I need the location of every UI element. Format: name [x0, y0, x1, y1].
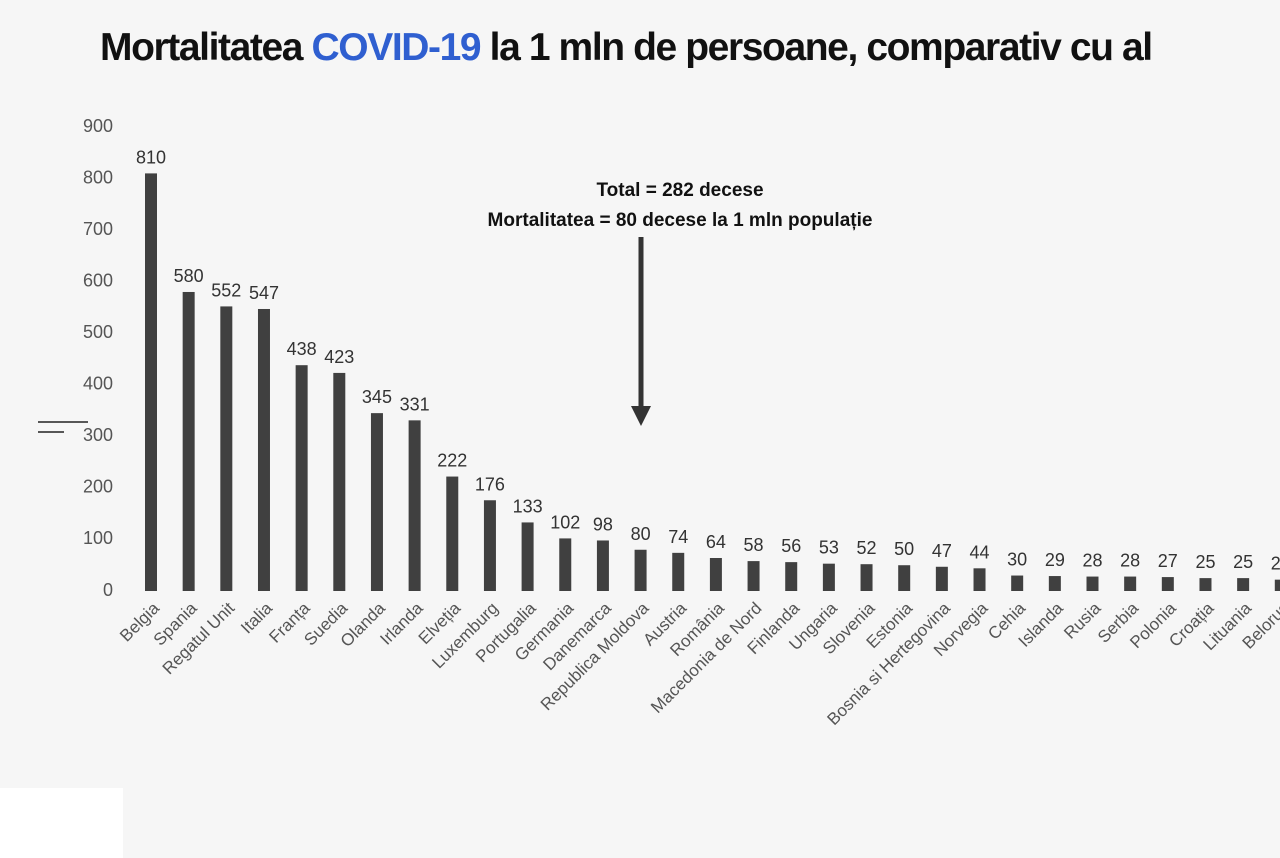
- value-label: 53: [819, 538, 839, 558]
- bar: [1237, 578, 1250, 591]
- value-label: 47: [932, 541, 952, 561]
- bar: [898, 565, 911, 591]
- bar: [747, 561, 760, 591]
- title-part: la 1 mln de persoane, comparativ cu al: [489, 26, 1153, 69]
- value-label: 102: [550, 512, 580, 532]
- value-label: 50: [894, 539, 914, 559]
- y-tick-label: 200: [83, 477, 113, 497]
- bar: [1161, 577, 1174, 591]
- bar: [596, 540, 609, 591]
- bar: [785, 562, 798, 591]
- value-label: 345: [362, 387, 392, 407]
- value-label: 423: [324, 347, 354, 367]
- y-tick-label: 900: [83, 116, 113, 136]
- bar: [483, 500, 496, 591]
- arrow-head: [631, 406, 651, 426]
- value-label: 222: [437, 451, 467, 471]
- bar: [333, 372, 346, 591]
- bar: [446, 476, 459, 591]
- bar: [145, 173, 157, 591]
- bar: [822, 563, 835, 591]
- value-label: 74: [668, 527, 688, 547]
- value-label: 547: [249, 283, 279, 303]
- y-tick-label: 0: [103, 580, 113, 600]
- y-tick-label: 300: [83, 425, 113, 445]
- value-label: 80: [631, 524, 651, 544]
- value-label: 44: [970, 542, 990, 562]
- value-label: 133: [513, 496, 543, 516]
- bar: [257, 308, 270, 591]
- bar: [559, 538, 572, 591]
- bar: [672, 552, 685, 591]
- value-label: 58: [744, 535, 764, 555]
- bar: [1199, 578, 1212, 591]
- value-label: 25: [1233, 552, 1253, 572]
- title-highlight: COVID-19: [311, 26, 482, 69]
- value-label: 27: [1158, 551, 1178, 571]
- y-tick-label: 600: [83, 270, 113, 290]
- bar: [860, 564, 873, 591]
- blank-patch: [0, 788, 123, 858]
- value-label: 28: [1120, 551, 1140, 571]
- value-label: 552: [211, 280, 241, 300]
- value-label: 176: [475, 474, 505, 494]
- y-tick-label: 400: [83, 374, 113, 394]
- bar: [634, 549, 647, 591]
- bar: [935, 566, 948, 591]
- bar: [521, 522, 534, 591]
- bar: [709, 558, 722, 591]
- bar: [1086, 576, 1099, 591]
- value-label: 56: [781, 536, 801, 556]
- value-label: 331: [400, 394, 430, 414]
- value-label: 28: [1082, 551, 1102, 571]
- y-tick-label: 100: [83, 528, 113, 548]
- y-tick-label: 800: [83, 167, 113, 187]
- bar: [1124, 576, 1137, 591]
- bar: [408, 420, 421, 591]
- value-label: 438: [287, 339, 317, 359]
- value-label: 98: [593, 514, 613, 534]
- title-part: Mortalitatea: [100, 26, 303, 69]
- value-label: 30: [1007, 550, 1027, 570]
- value-label: 64: [706, 532, 726, 552]
- value-label: 29: [1045, 550, 1065, 570]
- value-label: 810: [136, 147, 166, 167]
- chart-title: Mortalitatea COVID-19 la 1 mln de persoa…: [100, 26, 1153, 70]
- value-label: 22: [1271, 554, 1280, 574]
- value-label: 580: [174, 266, 204, 286]
- bar: [295, 365, 308, 591]
- annotation: Mortalitatea = 80 decese la 1 mln popula…: [488, 210, 873, 231]
- value-label: 25: [1195, 552, 1215, 572]
- y-tick-label: 500: [83, 322, 113, 342]
- bar: [182, 291, 195, 591]
- value-label: 52: [857, 538, 877, 558]
- bar: [1011, 575, 1024, 591]
- y-tick-label: 700: [83, 219, 113, 239]
- bar: [370, 413, 383, 591]
- x-tick-label: Irlanda: [376, 598, 427, 649]
- bar: [220, 306, 233, 591]
- bar: [1048, 576, 1061, 591]
- bar: [973, 568, 986, 591]
- bar: [1274, 579, 1280, 591]
- annotation: Total = 282 decese: [596, 180, 763, 201]
